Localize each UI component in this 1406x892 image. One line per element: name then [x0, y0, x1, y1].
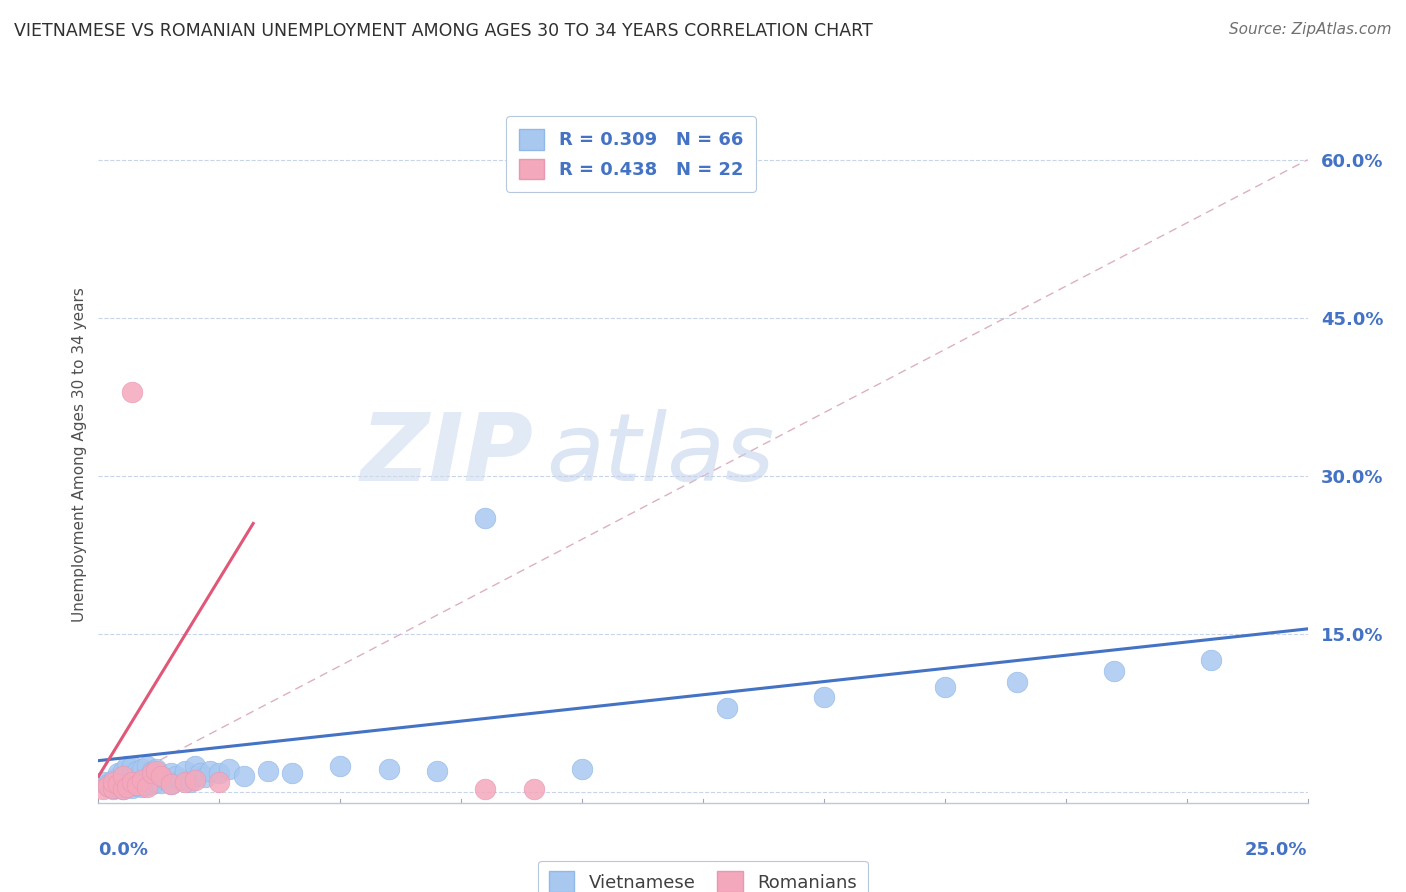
Point	[141, 777, 163, 791]
Point	[155, 772, 177, 787]
Point	[208, 766, 231, 780]
Point	[179, 774, 201, 789]
Point	[101, 782, 124, 797]
Point	[97, 779, 120, 793]
Point	[101, 780, 124, 795]
Point	[121, 759, 143, 773]
Point	[135, 771, 157, 785]
Legend: Vietnamese, Romanians: Vietnamese, Romanians	[538, 861, 868, 892]
Point	[107, 777, 129, 791]
Point	[150, 776, 173, 790]
Point	[117, 776, 139, 790]
Point	[174, 764, 197, 779]
Point	[184, 769, 207, 783]
Point	[121, 774, 143, 789]
Y-axis label: Unemployment Among Ages 30 to 34 years: Unemployment Among Ages 30 to 34 years	[72, 287, 87, 623]
Point	[107, 771, 129, 785]
Point	[121, 777, 143, 791]
Point	[111, 778, 134, 792]
Point	[131, 774, 153, 789]
Point	[160, 777, 183, 791]
Point	[329, 759, 352, 773]
Point	[131, 762, 153, 776]
Text: 25.0%: 25.0%	[1246, 841, 1308, 859]
Point	[150, 769, 173, 783]
Point	[1199, 653, 1222, 667]
Point	[174, 774, 197, 789]
Point	[194, 771, 217, 785]
Point	[145, 762, 167, 776]
Point	[160, 766, 183, 780]
Point	[169, 772, 191, 787]
Point	[208, 774, 231, 789]
Point	[135, 780, 157, 794]
Point	[184, 759, 207, 773]
Point	[1007, 674, 1029, 689]
Point	[121, 384, 143, 399]
Point	[198, 764, 221, 779]
Point	[145, 774, 167, 789]
Point	[121, 772, 143, 786]
Point	[117, 769, 139, 783]
Point	[127, 779, 149, 793]
Point	[141, 764, 163, 779]
Point	[232, 769, 254, 783]
Point	[813, 690, 835, 705]
Point	[135, 778, 157, 792]
Point	[121, 780, 143, 795]
Point	[101, 772, 124, 787]
Point	[716, 701, 738, 715]
Point	[165, 769, 187, 783]
Point	[281, 766, 304, 780]
Point	[218, 762, 240, 776]
Point	[141, 766, 163, 780]
Point	[97, 777, 120, 791]
Point	[150, 769, 173, 783]
Point	[127, 772, 149, 787]
Text: atlas: atlas	[546, 409, 775, 500]
Point	[523, 782, 546, 797]
Point	[377, 762, 399, 776]
Point	[111, 764, 134, 779]
Point	[111, 772, 134, 787]
Point	[934, 680, 956, 694]
Point	[188, 766, 211, 780]
Text: ZIP: ZIP	[361, 409, 534, 501]
Point	[107, 776, 129, 790]
Point	[107, 766, 129, 780]
Point	[91, 774, 114, 789]
Point	[117, 759, 139, 773]
Point	[145, 764, 167, 779]
Text: Source: ZipAtlas.com: Source: ZipAtlas.com	[1229, 22, 1392, 37]
Point	[117, 780, 139, 794]
Point	[256, 764, 278, 779]
Point	[127, 778, 149, 792]
Point	[127, 764, 149, 779]
Point	[131, 772, 153, 787]
Point	[111, 782, 134, 797]
Point	[111, 769, 134, 783]
Point	[97, 780, 120, 794]
Point	[426, 764, 449, 779]
Point	[101, 774, 124, 789]
Point	[101, 778, 124, 792]
Point	[135, 759, 157, 773]
Point	[111, 782, 134, 797]
Point	[1102, 664, 1125, 678]
Point	[107, 780, 129, 795]
Point	[571, 762, 593, 776]
Text: 0.0%: 0.0%	[98, 841, 149, 859]
Point	[474, 511, 496, 525]
Point	[121, 766, 143, 780]
Point	[117, 780, 139, 794]
Point	[91, 782, 114, 797]
Point	[131, 780, 153, 794]
Text: VIETNAMESE VS ROMANIAN UNEMPLOYMENT AMONG AGES 30 TO 34 YEARS CORRELATION CHART: VIETNAMESE VS ROMANIAN UNEMPLOYMENT AMON…	[14, 22, 873, 40]
Point	[184, 772, 207, 787]
Point	[160, 777, 183, 791]
Point	[474, 782, 496, 797]
